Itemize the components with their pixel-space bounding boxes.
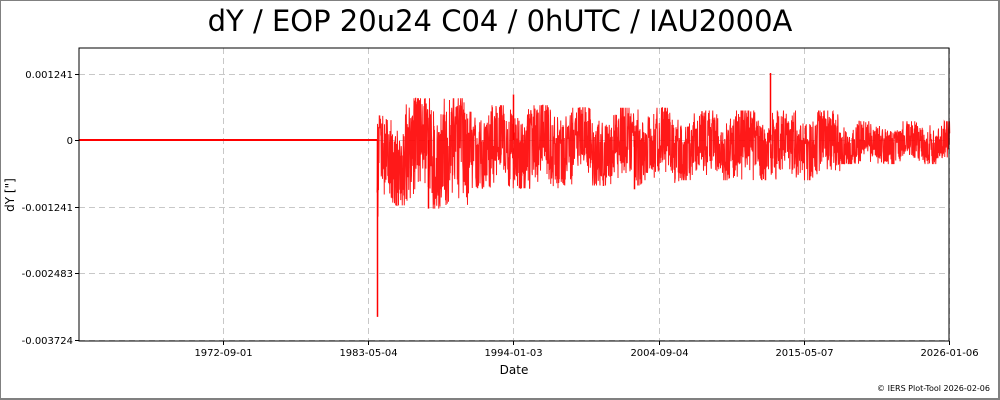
x-tick-label: 2015-05-07 — [775, 348, 833, 359]
x-axis-label: Date — [500, 363, 529, 377]
y-tick-label: -0.001241 — [22, 203, 73, 214]
y-tick-label: -0.002483 — [22, 269, 73, 280]
y-axis-ticks: 0.001241 0 -0.001241 -0.002483 -0.003724 — [22, 70, 79, 347]
y-tick-label: -0.003724 — [22, 336, 73, 347]
noise-trace — [376, 97, 951, 217]
x-tick-label: 1972-09-01 — [194, 348, 252, 359]
chart-title: dY / EOP 20u24 C04 / 0hUTC / IAU2000A — [207, 4, 793, 38]
y-tick-label: 0.001241 — [25, 70, 73, 81]
x-axis-ticks: 1972-09-01 1983-05-04 1994-01-03 2004-09-04… — [194, 341, 979, 359]
grid-lines — [79, 48, 950, 341]
x-tick-label: 2026-01-06 — [920, 348, 978, 359]
credit-text: © IERS Plot-Tool 2026-02-06 — [877, 384, 990, 393]
dy-series-line — [79, 73, 951, 317]
y-axis-label: dY ["] — [3, 178, 17, 212]
y-tick-label: 0 — [67, 136, 73, 147]
x-tick-label: 1983-05-04 — [339, 348, 397, 359]
x-tick-label: 1994-01-03 — [484, 348, 542, 359]
x-tick-label: 2004-09-04 — [630, 348, 688, 359]
